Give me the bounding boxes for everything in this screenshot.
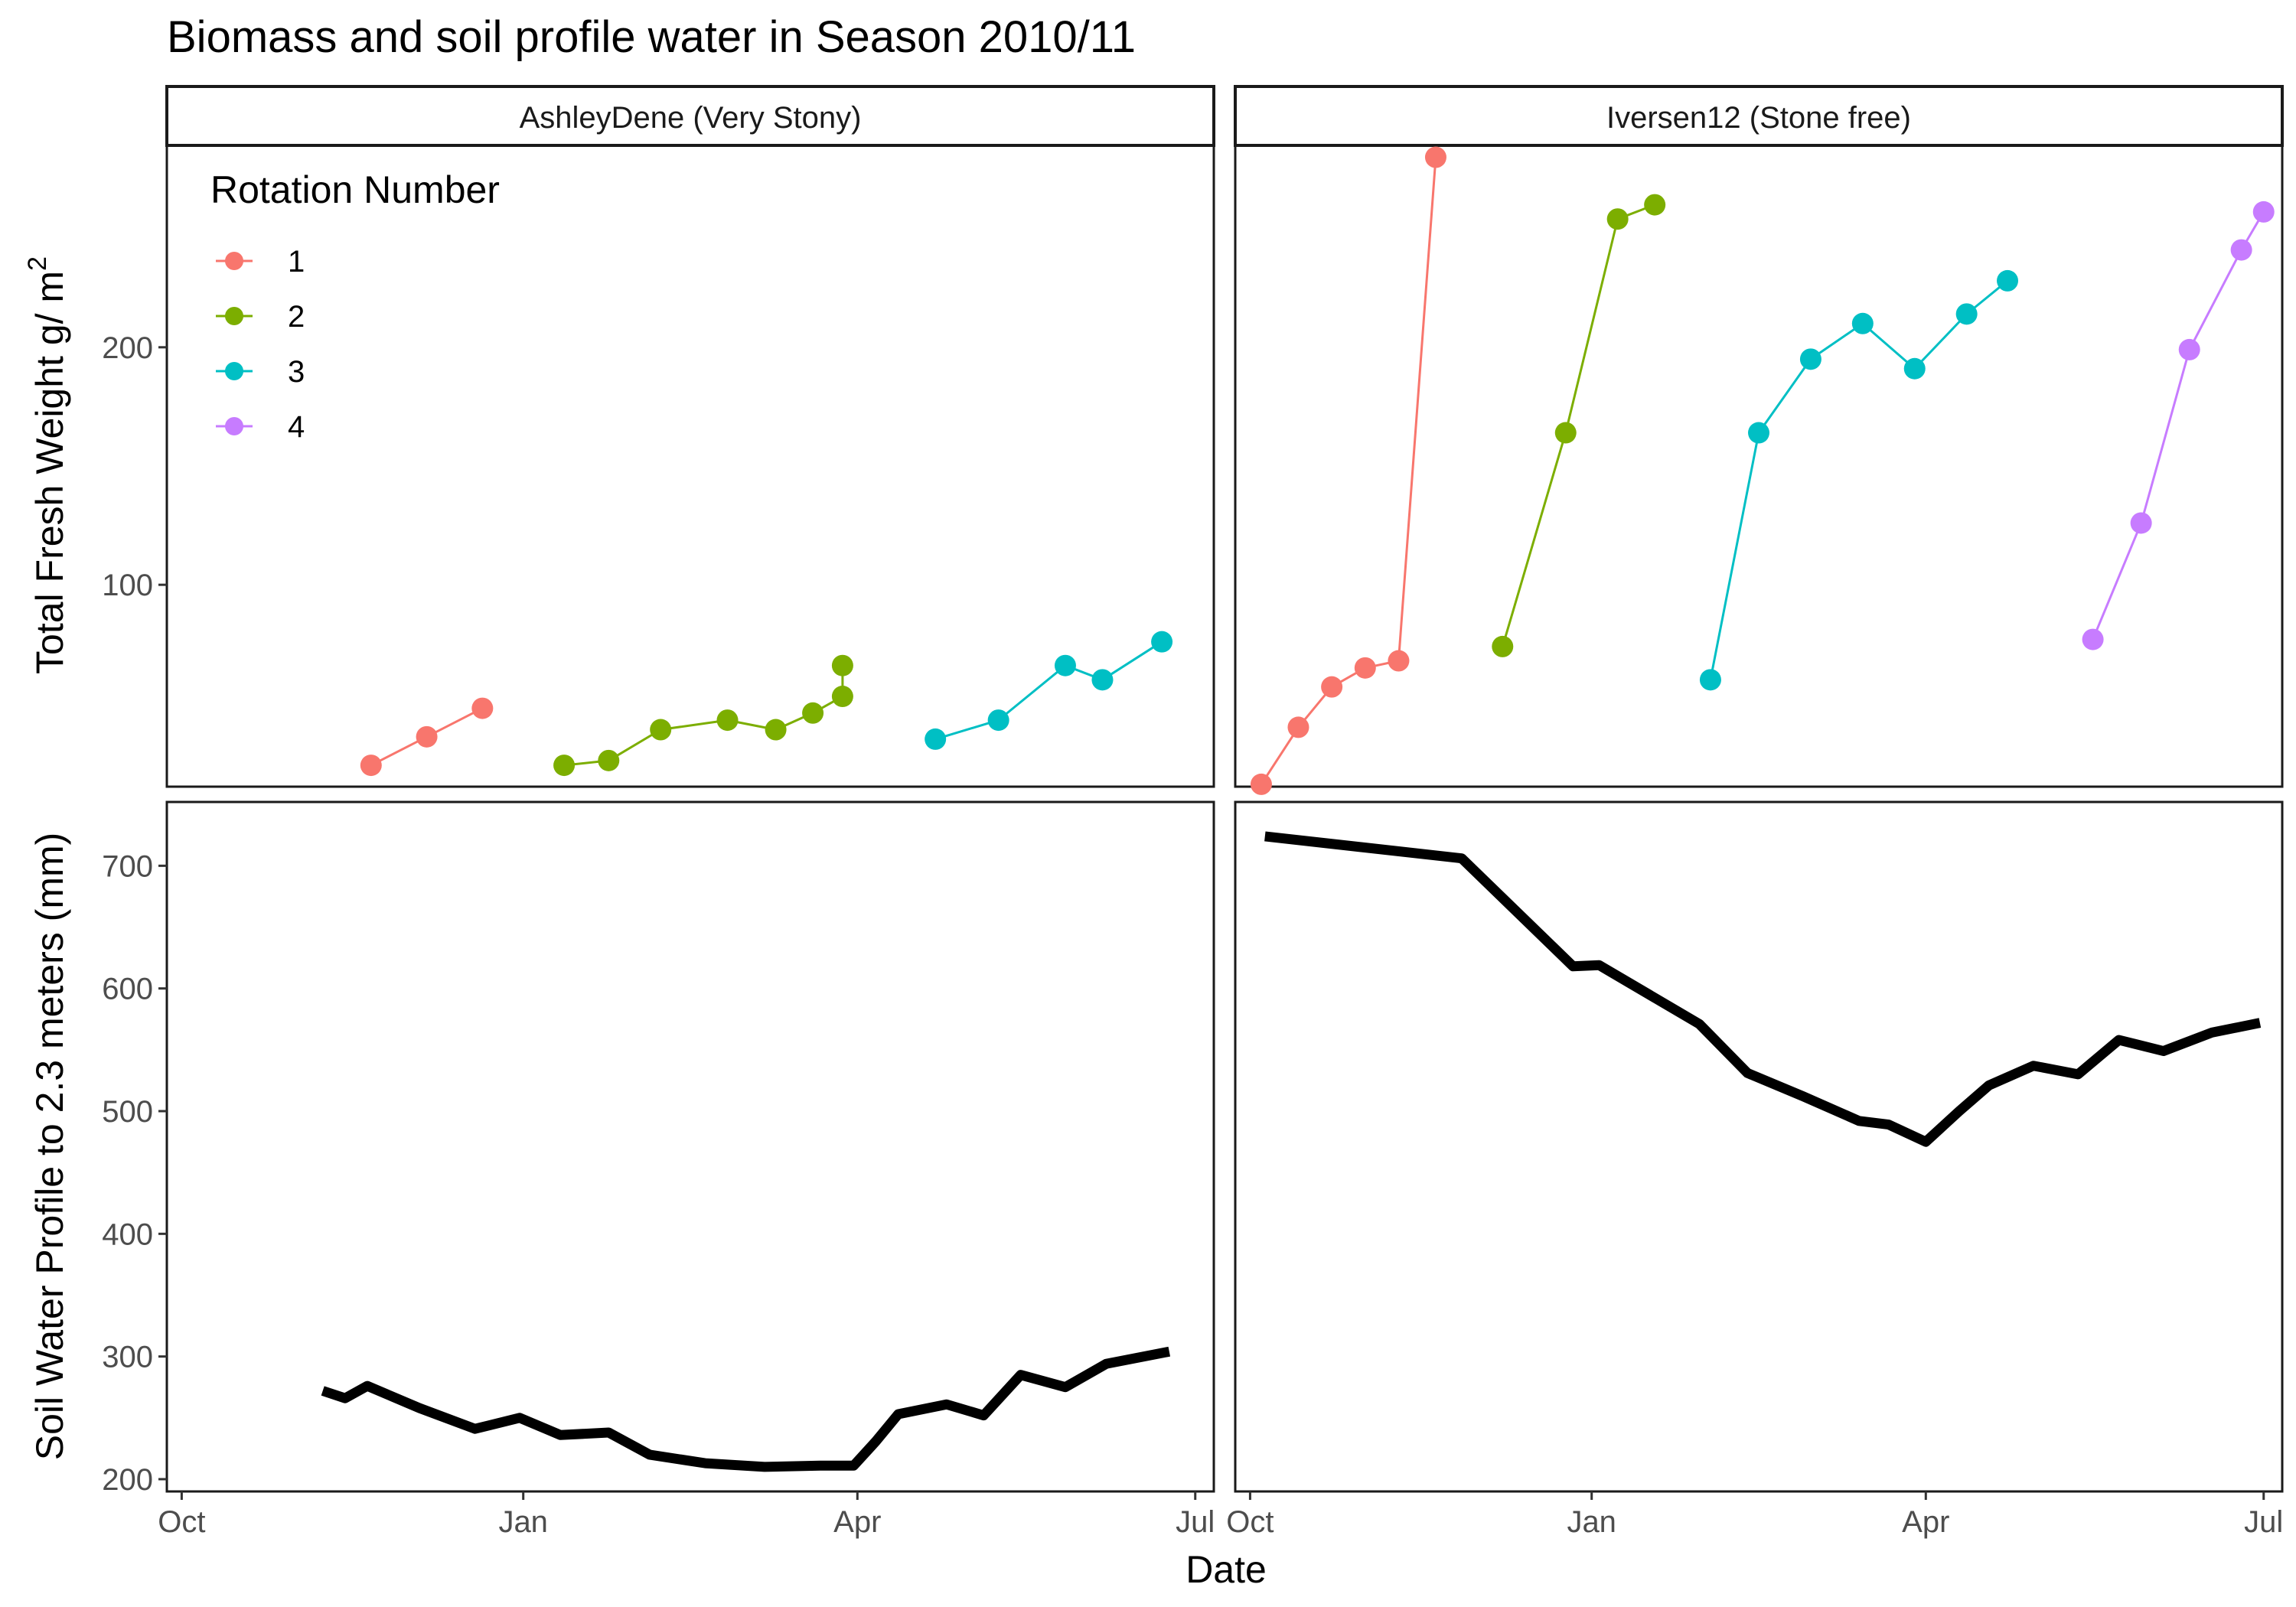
x-tick-label-iversen12-apr: Apr — [1902, 1505, 1949, 1539]
biomass-point-iversen12-rotation-2-2 — [1606, 208, 1629, 230]
biomass-point-ashleydene-rotation-3-3 — [1091, 669, 1114, 691]
y-tick-label-bottom-200: 200 — [102, 1463, 153, 1497]
biomass-point-ashleydene-rotation-2-3 — [716, 709, 739, 732]
biomass-line-iversen12-rotation-2 — [1501, 204, 1655, 647]
legend-label-3: 3 — [288, 355, 305, 389]
axis-ticks-layer: 100 200 200 300 400 500 600 700 Oct Jan Apr Jul Oct J… — [102, 331, 2283, 1539]
y-tick-label-bottom-500: 500 — [102, 1095, 153, 1129]
panel-ashleydene-soilwater — [165, 800, 1215, 1493]
strip-ashleydene — [165, 85, 1215, 147]
y-axis-title-soilwater: Soil Water Profile to 2.3 meters (mm) — [28, 833, 71, 1461]
biomass-point-iversen12-rotation-1-2 — [1321, 676, 1343, 698]
x-tick-label-ashleydene-jul: Jul — [1176, 1505, 1215, 1539]
x-axis-title: Date — [1186, 1548, 1267, 1591]
legend-title: Rotation Number — [210, 168, 500, 211]
data-marks-layer — [321, 146, 2275, 1472]
legend-item-3: 3 — [216, 355, 305, 389]
legend-item-2: 2 — [216, 300, 305, 334]
y-tick-label-top-200: 200 — [102, 331, 153, 365]
biomass-point-iversen12-rotation-2-1 — [1554, 422, 1577, 444]
panel-iversen12-biomass — [1234, 144, 2284, 788]
y-axis-title-biomass: Total Fresh Weight g/ m2 — [23, 256, 71, 674]
x-tick-label-iversen12-jul: Jul — [2244, 1505, 2283, 1539]
biomass-line-iversen12-rotation-1 — [1260, 157, 1437, 785]
biomass-point-iversen12-rotation-2-0 — [1492, 635, 1514, 657]
biomass-point-ashleydene-rotation-1-0 — [360, 755, 382, 777]
biomass-point-ashleydene-rotation-2-7 — [831, 654, 853, 676]
panel-iversen12-soilwater — [1234, 800, 2284, 1493]
y-tick-label-bottom-700: 700 — [102, 849, 153, 883]
x-tick-label-iversen12-oct: Oct — [1226, 1505, 1274, 1539]
x-tick-label-iversen12-jan: Jan — [1567, 1505, 1616, 1539]
biomass-point-iversen12-rotation-3-5 — [1955, 303, 1978, 325]
biomass-point-ashleydene-rotation-2-1 — [598, 749, 620, 771]
biomass-point-ashleydene-rotation-2-5 — [802, 702, 824, 724]
y-tick-label-bottom-300: 300 — [102, 1341, 153, 1374]
biomass-point-iversen12-rotation-4-2 — [2178, 338, 2200, 360]
strip-label-ashleydene: AshleyDene (Very Stony) — [520, 101, 862, 135]
biomass-point-iversen12-rotation-3-0 — [1699, 669, 1721, 691]
x-tick-label-ashleydene-jan: Jan — [498, 1505, 548, 1539]
biomass-point-ashleydene-rotation-3-2 — [1054, 654, 1076, 676]
legend-key-point-3 — [225, 362, 243, 380]
biomass-point-iversen12-rotation-1-1 — [1287, 716, 1309, 738]
biomass-point-iversen12-rotation-4-3 — [2230, 239, 2252, 261]
chart-title: Biomass and soil profile water in Season… — [167, 12, 1136, 62]
panel-ashleydene-biomass — [165, 144, 1215, 788]
soil-water-line-ashleydene — [321, 1346, 1171, 1472]
legend-item-1: 1 — [216, 245, 305, 279]
y-axis-title-biomass-superscript: 2 — [23, 256, 52, 271]
biomass-point-iversen12-rotation-3-2 — [1799, 348, 1821, 370]
legend-label-4: 4 — [288, 410, 305, 444]
biomass-point-iversen12-rotation-2-3 — [1644, 194, 1666, 216]
legend-key-point-4 — [225, 417, 243, 435]
legend-key-point-1 — [225, 252, 243, 270]
legend-key-point-2 — [225, 307, 243, 325]
x-tick-label-ashleydene-oct: Oct — [158, 1505, 205, 1539]
soil-water-line-iversen12 — [1264, 831, 2262, 1147]
y-tick-label-top-100: 100 — [102, 569, 153, 602]
strip-iversen12 — [1234, 85, 2284, 147]
biomass-point-ashleydene-rotation-2-4 — [765, 719, 787, 741]
biomass-point-ashleydene-rotation-2-6 — [831, 686, 853, 708]
biomass-point-iversen12-rotation-3-6 — [1997, 269, 2019, 292]
legend: Rotation Number 1 2 3 4 — [210, 168, 500, 444]
y-tick-label-bottom-400: 400 — [102, 1217, 153, 1251]
x-tick-label-ashleydene-apr: Apr — [833, 1505, 881, 1539]
biomass-point-ashleydene-rotation-3-1 — [987, 709, 1009, 732]
y-axis-title-biomass-main: Total Fresh Weight g/ m — [28, 271, 71, 674]
biomass-point-ashleydene-rotation-1-1 — [416, 725, 438, 748]
legend-label-1: 1 — [288, 245, 305, 279]
biomass-point-ashleydene-rotation-2-2 — [650, 719, 672, 741]
biomass-point-iversen12-rotation-1-5 — [1424, 146, 1446, 168]
biomass-point-iversen12-rotation-3-3 — [1851, 312, 1874, 334]
biomass-point-iversen12-rotation-1-4 — [1388, 650, 1410, 672]
biomass-point-iversen12-rotation-4-0 — [2082, 628, 2104, 650]
biomass-point-iversen12-rotation-3-4 — [1903, 357, 1926, 380]
biomass-point-ashleydene-rotation-1-2 — [471, 697, 494, 719]
biomass-point-iversen12-rotation-1-0 — [1250, 773, 1272, 795]
biomass-point-iversen12-rotation-4-4 — [2252, 200, 2275, 223]
biomass-point-ashleydene-rotation-2-0 — [553, 755, 576, 777]
y-tick-label-bottom-600: 600 — [102, 973, 153, 1006]
strip-label-iversen12: Iversen12 (Stone free) — [1606, 101, 1911, 135]
legend-label-2: 2 — [288, 300, 305, 334]
biomass-point-iversen12-rotation-1-3 — [1354, 657, 1376, 679]
legend-item-4: 4 — [216, 410, 305, 444]
biomass-point-iversen12-rotation-4-1 — [2130, 512, 2152, 534]
biomass-point-ashleydene-rotation-3-0 — [925, 728, 947, 750]
biomass-point-ashleydene-rotation-3-4 — [1151, 631, 1173, 653]
biomass-point-iversen12-rotation-3-1 — [1748, 422, 1769, 444]
